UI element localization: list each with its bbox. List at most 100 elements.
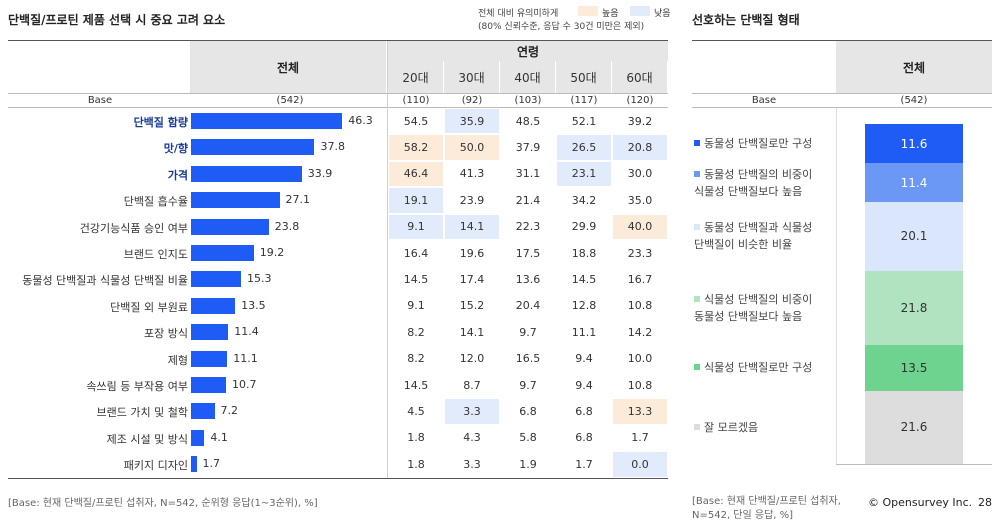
bar-value-9: 11.1 [233, 351, 258, 365]
age-cell-6-2: 13.6 [515, 273, 541, 287]
age-cell-0-3: 52.1 [571, 114, 597, 128]
segment-label-line2-1: 식물성 단백질보다 높음 [694, 184, 803, 198]
age-base-4: (120) [626, 95, 654, 106]
right-header-rule [692, 93, 992, 94]
segment-swatch-1 [694, 170, 700, 177]
row-label-13: 패키지 디자인 [123, 459, 188, 473]
segment-swatch-0 [694, 140, 700, 147]
legend-high-swatch [578, 6, 598, 16]
right-base-total: (542) [900, 95, 928, 106]
age-cell-12-0: 1.8 [407, 431, 425, 445]
age-cell-6-3: 14.5 [571, 273, 597, 287]
age-cell-10-4: 10.8 [627, 378, 653, 392]
segment-swatch-2 [694, 224, 700, 231]
segment-label-line1-0: 동물성 단백질로만 구성 [704, 137, 813, 151]
segment-label-3: 식물성 단백질의 비중이 동물성 단백질보다 높음 [694, 291, 834, 325]
bar-1 [191, 139, 315, 156]
right-chart-title: 선호하는 단백질 형태 [692, 13, 800, 27]
row-label-3: 단백질 흡수율 [123, 195, 188, 209]
age-cell-5-4: 23.3 [627, 246, 653, 260]
row-label-12: 제조 시설 및 방식 [106, 432, 188, 446]
age-cell-11-4: 13.3 [613, 399, 667, 424]
right-total-header: 전체 [836, 41, 992, 93]
total-column-header: 전체 [190, 41, 386, 93]
age-cell-2-1: 41.3 [459, 167, 485, 181]
bar-7 [191, 297, 236, 314]
row-label-4: 건강기능식품 승인 여부 [79, 221, 188, 235]
age-cell-9-2: 16.5 [515, 352, 541, 366]
age-cell-11-1: 3.3 [445, 399, 499, 424]
age-cell-9-1: 12.0 [459, 352, 485, 366]
legend-high-label: 높음 [602, 9, 619, 19]
segment-label-line1-5: 잘 모르겠음 [704, 420, 759, 434]
age-cell-12-4: 1.7 [631, 431, 649, 445]
age-cell-3-4: 35.0 [627, 193, 653, 207]
legend-low-swatch [630, 6, 650, 16]
age-header-0: 20대 [388, 61, 443, 93]
segment-label-4: 식물성 단백질로만 구성 [694, 359, 834, 376]
age-header-4: 60대 [612, 61, 667, 93]
stack-segment-4: 13.5 [865, 344, 963, 391]
age-base-2: (103) [514, 95, 542, 106]
footnote-right-line1: [Base: 현재 단백질/프로틴 섭취자, [692, 496, 841, 507]
segment-label-line2-3: 동물성 단백질보다 높음 [694, 309, 803, 323]
bar-value-1: 37.8 [320, 140, 345, 154]
age-cell-4-2: 22.3 [515, 220, 541, 234]
bar-value-12: 4.1 [210, 430, 228, 444]
bar-value-8: 11.4 [234, 325, 259, 339]
bar-9 [191, 350, 228, 367]
bar-5 [191, 245, 254, 261]
right-base-label: Base [751, 95, 777, 106]
age-cell-4-0: 9.1 [389, 214, 443, 239]
row-label-2: 가격 [167, 168, 188, 182]
age-cell-7-1: 15.2 [459, 299, 485, 313]
bar-value-11: 7.2 [220, 404, 239, 418]
age-cell-5-2: 17.5 [515, 246, 541, 260]
age-cell-3-0: 19.1 [389, 188, 443, 213]
bar-value-7: 13.5 [241, 298, 266, 312]
age-cell-12-3: 6.8 [575, 431, 593, 445]
age-cell-11-3: 6.8 [575, 405, 593, 419]
bar-3 [191, 192, 280, 209]
age-cell-7-0: 9.1 [407, 299, 425, 313]
row-label-7: 단백질 외 부원료 [110, 300, 188, 314]
segment-label-1: 동물성 단백질의 비중이 식물성 단백질보다 높음 [694, 166, 834, 200]
age-header-1: 30대 [444, 61, 499, 93]
age-cell-4-1: 14.1 [445, 214, 499, 239]
segment-label-5: 잘 모르겠음 [694, 419, 834, 436]
stack-segment-2: 20.1 [865, 202, 963, 271]
bar-4 [191, 218, 269, 235]
age-cell-13-3: 1.7 [575, 457, 593, 471]
bar-2 [191, 165, 302, 182]
stack-segment-0: 11.6 [865, 124, 963, 164]
right-base-rule [692, 107, 992, 108]
bar-value-13: 1.7 [202, 457, 221, 471]
bar-11 [191, 403, 215, 420]
bar-value-6: 15.3 [246, 272, 272, 286]
row-label-6: 동물성 단백질과 식물성 단백질 비율 [22, 274, 188, 288]
bar-0 [191, 113, 343, 129]
age-base-0: (110) [402, 95, 430, 106]
age-cell-3-2: 21.4 [515, 193, 541, 207]
age-cell-2-0: 46.4 [389, 161, 443, 187]
bar-6 [191, 271, 241, 288]
age-cell-12-2: 5.8 [519, 431, 537, 445]
segment-label-line1-2: 동물성 단백질과 식물성 [704, 221, 813, 235]
age-cell-8-0: 8.2 [407, 325, 425, 339]
age-cell-1-3: 26.5 [557, 135, 611, 160]
segment-swatch-5 [694, 423, 700, 430]
row-label-1: 맛/향 [163, 142, 188, 156]
bar-value-5: 19.2 [259, 246, 285, 259]
bar-value-3: 27.1 [285, 193, 311, 207]
age-cell-3-1: 23.9 [459, 193, 485, 207]
age-cell-8-2: 9.7 [519, 325, 537, 339]
left-chart-title: 단백질/프로틴 제품 선택 시 중요 고려 요소 [8, 13, 226, 27]
stack-segment-1: 11.4 [865, 163, 963, 203]
age-cell-12-1: 4.3 [463, 431, 481, 445]
segment-label-line2-2: 단백질이 비슷한 비율 [694, 238, 793, 252]
age-cell-10-3: 9.4 [575, 378, 593, 392]
footnote-left: [Base: 현재 단백질/프로틴 섭취자, N=542, 순위형 응답(1~3… [8, 498, 318, 509]
right-top-rule [692, 40, 992, 41]
page-number: 28 [978, 496, 992, 509]
